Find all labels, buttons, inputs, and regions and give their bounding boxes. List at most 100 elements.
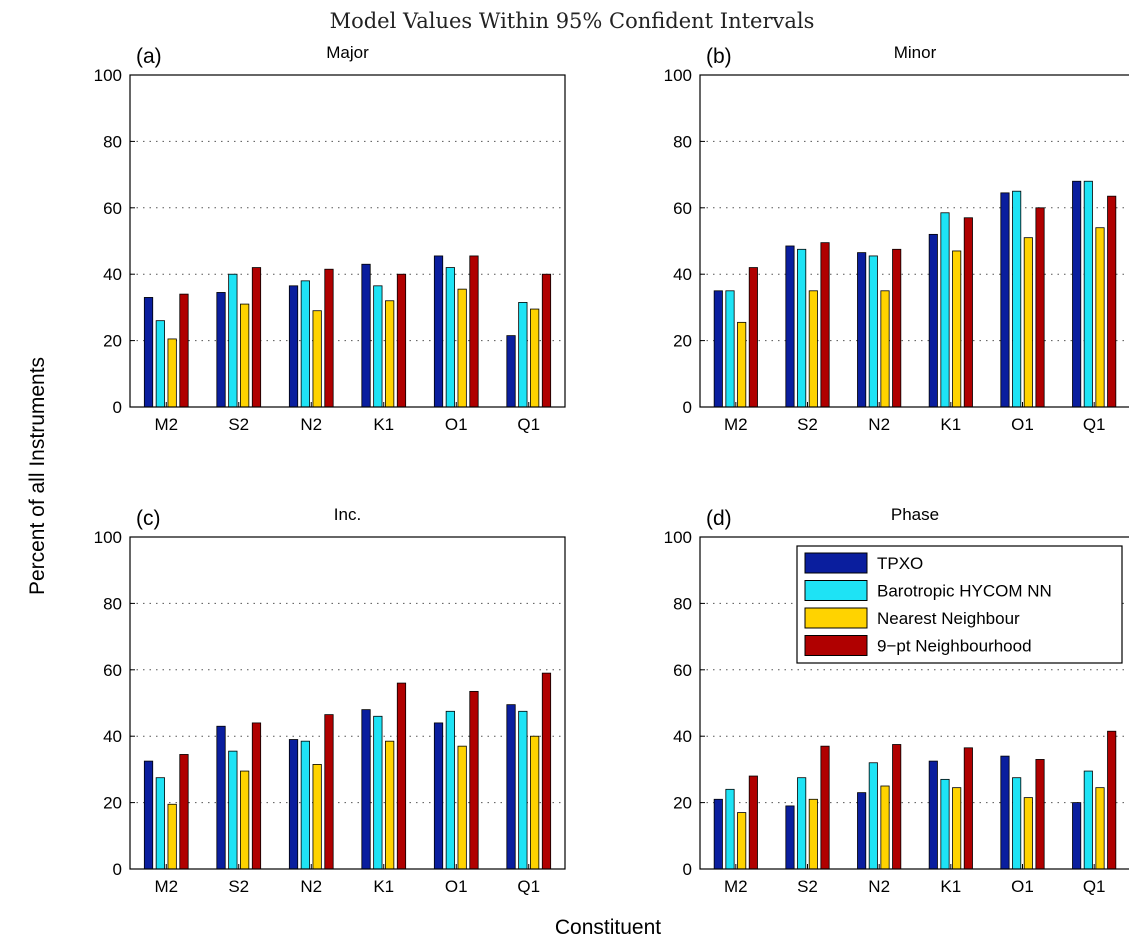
- bar: [868, 762, 878, 870]
- y-tick-label: 0: [113, 398, 122, 417]
- legend-label: Nearest Neighbour: [877, 609, 1020, 628]
- bar: [541, 273, 552, 408]
- y-tick-label: 40: [103, 265, 122, 284]
- y-tick-label: 40: [103, 727, 122, 746]
- bar: [857, 792, 867, 870]
- bar: [312, 310, 322, 408]
- bar: [820, 242, 830, 408]
- bar: [748, 775, 758, 870]
- y-tick-label: 20: [673, 332, 692, 351]
- bar: [940, 778, 950, 870]
- x-tick-label: K1: [373, 415, 394, 434]
- bar: [808, 798, 818, 870]
- axes-frame: [699, 74, 1129, 408]
- x-tick-label: O1: [445, 877, 468, 896]
- bar: [228, 750, 238, 870]
- legend-swatch: [804, 635, 868, 656]
- x-tick-label: M2: [724, 415, 748, 434]
- x-tick-label: S2: [228, 415, 249, 434]
- y-tick-label: 0: [683, 398, 692, 417]
- legend-label: 9−pt Neighbourhood: [877, 637, 1032, 656]
- bar: [288, 285, 299, 408]
- x-tick-label: Q1: [517, 415, 540, 434]
- bar: [167, 803, 177, 870]
- bar: [143, 297, 154, 408]
- bar: [385, 300, 395, 408]
- y-tick-label: 100: [664, 528, 692, 547]
- bar: [748, 267, 758, 408]
- bar: [396, 273, 407, 408]
- x-tick-label: M2: [154, 415, 178, 434]
- bar: [228, 273, 238, 408]
- y-tick-label: 0: [683, 860, 692, 879]
- bar: [1000, 192, 1010, 408]
- bar: [1107, 195, 1117, 408]
- bar: [880, 290, 890, 408]
- y-tick-label: 100: [94, 528, 122, 547]
- bar: [1000, 755, 1010, 870]
- bar: [1012, 190, 1022, 408]
- bar: [1095, 787, 1105, 870]
- bar: [433, 722, 444, 870]
- bar: [216, 725, 226, 870]
- bar: [820, 745, 830, 870]
- bar: [952, 250, 962, 408]
- y-tick-label: 80: [103, 132, 122, 151]
- bar: [361, 263, 371, 408]
- x-tick-label: M2: [154, 877, 178, 896]
- bar: [963, 747, 973, 870]
- bar: [518, 302, 528, 408]
- bar: [880, 785, 890, 870]
- legend-swatch: [804, 580, 868, 601]
- bar: [1023, 237, 1033, 408]
- y-tick-label: 20: [673, 794, 692, 813]
- x-tick-label: S2: [797, 415, 818, 434]
- plot-area: [130, 537, 565, 869]
- legend-label: Barotropic HYCOM NN: [877, 582, 1052, 601]
- panel-c: M2 S2 N2 K1 O1 Q1 0 20 40 60 80 100 Inc. (c): [94, 505, 566, 896]
- y-tick-label: 60: [673, 199, 692, 218]
- y-tick-label: 80: [103, 594, 122, 613]
- panel-a: M2 S2 N2 K1 O1 Q1 0 20 40 60 80 100 Major (a): [94, 43, 566, 434]
- bar: [155, 320, 165, 408]
- bar: [928, 760, 938, 870]
- panel-label: (a): [136, 45, 162, 68]
- x-tick-label: K1: [373, 877, 394, 896]
- bar: [433, 255, 444, 408]
- bar: [457, 745, 467, 870]
- bar: [179, 754, 189, 870]
- bar: [469, 255, 479, 408]
- x-tick-label: K1: [940, 877, 961, 896]
- x-tick-label: O1: [1011, 415, 1034, 434]
- legend-swatch: [804, 607, 868, 629]
- bar: [312, 764, 322, 870]
- bar: [892, 248, 902, 408]
- y-tick-label: 100: [94, 66, 122, 85]
- bar: [868, 255, 878, 408]
- bar: [445, 267, 455, 408]
- bar: [737, 812, 747, 870]
- y-axis-label: Percent of all Instruments: [26, 357, 49, 595]
- bar: [143, 760, 154, 870]
- panel-label: (c): [136, 507, 161, 530]
- bar: [541, 672, 552, 870]
- bar: [288, 739, 299, 870]
- bar: [785, 245, 795, 408]
- panel-label: (d): [706, 507, 732, 530]
- figure-title: Model Values Within 95% Confident Interv…: [330, 9, 815, 33]
- bar: [361, 709, 371, 870]
- bar: [240, 770, 250, 870]
- bar: [963, 217, 973, 408]
- bar: [1035, 207, 1045, 408]
- x-tick-label: N2: [868, 415, 890, 434]
- y-tick-label: 20: [103, 794, 122, 813]
- bar: [373, 285, 383, 408]
- bar: [1023, 797, 1033, 870]
- bar: [155, 777, 165, 870]
- y-tick-label: 60: [103, 661, 122, 680]
- x-tick-label: Q1: [1083, 415, 1106, 434]
- y-tick-label: 80: [673, 132, 692, 151]
- axes-frame: [699, 536, 1129, 870]
- bar: [1083, 770, 1093, 870]
